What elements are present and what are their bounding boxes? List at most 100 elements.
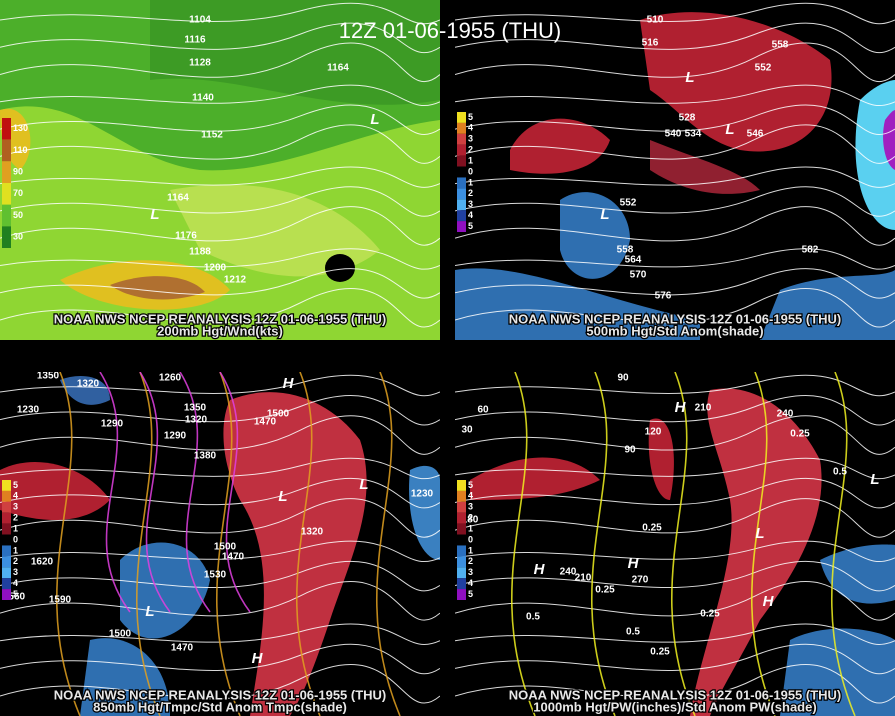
contour-secondary [510,372,536,716]
legend-label: 50 [13,210,23,220]
legend-swatch [2,139,11,162]
contour [0,581,440,621]
contour-label: 570 [630,270,647,281]
contour-label: 1176 [175,231,197,242]
legend-label: 110 [13,145,28,155]
contour-label: 582 [802,245,819,256]
contour-label: 534 [685,129,702,140]
legend-label: 3 [468,502,473,512]
legend-swatch [2,545,11,557]
contour-label: 210 [575,573,592,584]
panel-caption: NOAA NWS NCEP REANALYSIS 12Z 01-06-1955 … [54,311,387,326]
contour [455,2,895,25]
contour-label: 240 [777,409,794,420]
contour [455,248,895,270]
contour-label: 0.5 [626,627,640,638]
legend-label: 5 [468,112,473,122]
contour-label: L [370,111,379,128]
contour-label: 1164 [327,63,349,74]
contour-label: L [359,476,368,493]
contour-label: 1188 [189,247,211,258]
contour [0,664,440,704]
legend-label: 0 [13,534,18,544]
contour [0,206,440,246]
contour-label: 1200 [204,263,227,274]
legend-label: 3 [13,502,18,512]
contour-label: L [870,471,879,488]
legend-swatch [457,188,466,200]
panel-caption: NOAA NWS NCEP REANALYSIS 12Z 01-06-1955 … [54,687,387,702]
panel-subtitle: 200mb Hgt/Wnd(kts) [157,323,283,338]
contour-label: 0.25 [595,585,615,596]
panel-subtitle: 500mb Hgt/Std Anom(shade) [586,323,763,338]
legend-label: 1 [468,155,473,165]
contour [455,643,895,675]
contour-label: 0.25 [790,429,810,440]
legend-swatch [457,144,466,156]
contour-label: 0.25 [700,609,720,620]
legend-swatch [2,480,11,491]
contour [0,2,440,25]
contour-label: 1320 [185,415,208,426]
contour [0,166,440,188]
contour-label: 0.25 [650,647,670,658]
contour-temp [179,372,211,613]
contour-label: 516 [642,38,659,49]
contour-label: 558 [772,40,789,51]
contour-label: 510 [647,15,664,26]
legend-label: 4 [13,578,18,588]
legend-label: 1 [468,545,473,555]
contour-label: L [150,206,159,223]
contour [0,623,440,645]
contour [0,498,440,538]
legend-label: 2 [468,513,473,523]
contour-label: H [763,593,775,610]
legend-swatch [2,490,11,502]
contour-label: 546 [747,129,764,140]
contour [0,395,440,426]
legend-swatch [457,122,466,134]
contour [0,288,440,328]
contour-label: 1530 [204,570,227,581]
contour-label: H [675,399,687,416]
legend-label: 5 [13,480,18,490]
contour-secondary [590,372,616,716]
contour-label: 1290 [101,419,124,430]
contour-label: 120 [645,427,662,438]
legend-swatch [2,512,11,524]
legend-label: 5 [468,589,473,599]
contour [0,540,440,563]
legend-swatch [457,133,466,145]
contour [0,560,440,592]
contour [455,457,895,480]
contour [455,623,895,645]
legend-swatch [2,161,11,183]
contour [455,268,895,299]
contour-label: 1500 [267,409,290,420]
contour [455,206,895,246]
contour-label: 1116 [184,35,206,46]
legend-label: 30 [13,232,23,242]
contour-label: 1290 [164,431,187,442]
contour-secondary [830,372,856,716]
legend-label: 1 [13,523,18,533]
legend-swatch [2,556,11,568]
contour [0,42,440,82]
legend-swatch [457,490,466,502]
legend-label: 1 [468,523,473,533]
legend-swatch [457,480,466,491]
contour-label: 1320 [301,527,324,538]
legend-swatch [457,177,466,189]
contour-label: 558 [617,245,634,256]
legend-label: 5 [468,221,473,231]
legend-swatch [457,210,466,222]
legend-swatch [457,534,466,546]
contour-secondary [750,372,776,716]
legend-swatch [2,589,11,600]
legend-swatch [2,567,11,579]
panel-overlay: 1350132012301290126013501320129013801470… [0,372,440,716]
contour-label: 1470 [171,643,194,654]
legend-label: 5 [468,480,473,490]
legend-label: 2 [468,556,473,566]
